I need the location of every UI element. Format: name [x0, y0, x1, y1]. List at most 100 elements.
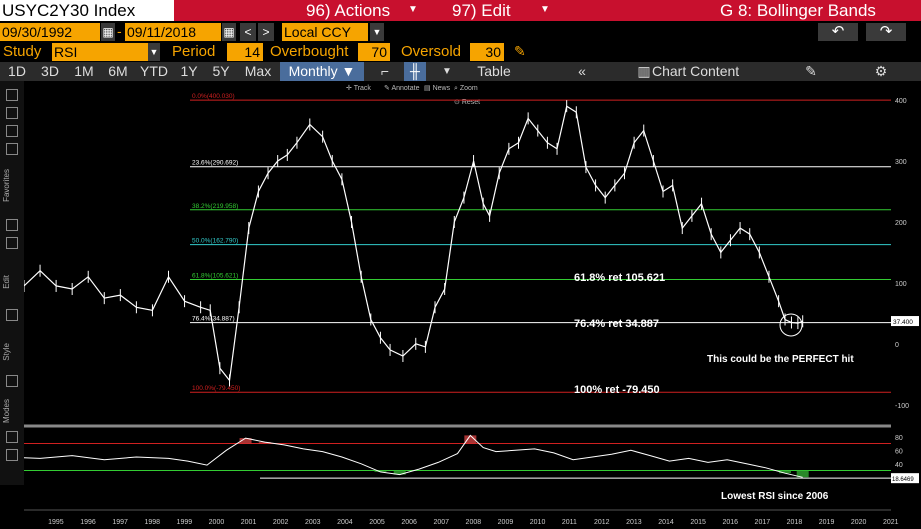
tab-3d[interactable]: 3D [41, 63, 59, 79]
chart-area[interactable]: ✛ Track ✎ Annotate ▤ News ⌕ Zoom ⊙ Reset… [24, 81, 921, 529]
start-date-input[interactable]: 09/30/1992 [0, 23, 100, 41]
retracement-layer: 0.0%(400.030) 23.6%(290.692) 38.2%(219.958… [190, 93, 891, 393]
price-series-line [24, 105, 803, 382]
rsi-oversold-fill [779, 470, 792, 474]
prev-arrow-icon[interactable]: < [240, 23, 256, 41]
eraser-tool-icon[interactable] [6, 309, 18, 321]
redo-icon[interactable]: ↷ [866, 23, 906, 41]
oversold-label: Oversold [401, 43, 462, 60]
rsi-series-line [24, 434, 803, 478]
line-chart-icon[interactable]: ⌐ [380, 63, 390, 79]
track-button[interactable]: ✛ Track [346, 84, 371, 92]
fib-tool-icon[interactable] [6, 143, 18, 155]
x-tick: 2005 [369, 519, 385, 526]
channel-tool-icon[interactable] [6, 237, 18, 249]
chart-type-caret-icon[interactable]: ▼ [442, 66, 452, 77]
calendar-end-icon[interactable]: ▦ [222, 23, 236, 41]
chart-content-icon[interactable]: ▥ [637, 63, 651, 79]
overbought-label: Overbought [270, 43, 349, 60]
price-last-value: 37.400 [893, 319, 913, 326]
chart-content-button[interactable]: Chart Content [652, 63, 740, 79]
retracement-label: 76.4%(34.887) [192, 316, 235, 323]
chart-overlay-controls: ✛ Track ✎ Annotate ▤ News ⌕ Zoom ⊙ Reset [346, 84, 480, 106]
rsi-oversold-fill [393, 470, 406, 475]
rsi-layer [24, 434, 891, 479]
tab-1d[interactable]: 1D [8, 63, 26, 79]
tab-ytd[interactable]: YTD [140, 63, 168, 79]
color-tool-icon[interactable] [6, 375, 18, 387]
study-params-bar: Study RSI ▼ Period 14 Overbought 70 Over… [0, 42, 921, 62]
annotation-618: 61.8% ret 105.621 [574, 272, 665, 284]
x-tick: 2009 [498, 519, 514, 526]
x-tick: 2015 [690, 519, 706, 526]
frequency-select[interactable]: Monthly ▼ [280, 62, 364, 81]
price-y-tick: 100 [895, 281, 907, 288]
style-label: Style [2, 343, 11, 361]
overbought-input[interactable]: 70 [358, 43, 390, 61]
rsi-overbought-fill [258, 442, 271, 444]
x-tick: 2014 [658, 519, 674, 526]
actions-caret-icon[interactable]: ▼ [408, 4, 418, 15]
x-tick: 2004 [337, 519, 353, 526]
rect-tool-icon[interactable] [6, 219, 18, 231]
x-tick: 2003 [305, 519, 321, 526]
news-button[interactable]: ▤ News [424, 85, 451, 92]
mode-b-icon[interactable] [6, 449, 18, 461]
tab-1m[interactable]: 1M [74, 63, 94, 79]
annotation-lowest-rsi: Lowest RSI since 2006 [721, 491, 829, 502]
axis-layer: 400 300 200 100 0 -100 37.400 80 60 40 18.6469 1995… [24, 98, 919, 526]
pencil-icon[interactable]: ✎ [514, 43, 526, 59]
rsi-oversold-fill [796, 470, 809, 478]
annotation-layer: 61.8% ret 105.621 76.4% ret 34.887 This co… [574, 272, 854, 502]
zoom-button[interactable]: ⌕ Zoom [454, 85, 478, 92]
mode-a-icon[interactable] [6, 431, 18, 443]
retracement-label: 38.2%(219.958) [192, 203, 238, 210]
currency-select[interactable]: Local CCY [282, 23, 368, 41]
price-y-tick: 0 [895, 342, 899, 349]
settings-gear-icon[interactable]: ⚙ [874, 63, 888, 79]
x-tick: 2006 [401, 519, 417, 526]
annotate-button[interactable]: ✎ Annotate [384, 85, 420, 92]
currency-caret-icon[interactable]: ▼ [370, 23, 384, 41]
ticker-field[interactable]: USYC2Y30 Index [0, 0, 174, 21]
price-y-tick: 200 [895, 220, 907, 227]
rsi-oversold-fill [374, 470, 387, 472]
x-tick: 2021 [883, 519, 899, 526]
end-date-input[interactable]: 09/11/2018 [125, 23, 221, 41]
bar-chart-icon[interactable]: ╫ [404, 62, 426, 81]
calendar-start-icon[interactable]: ▦ [101, 23, 115, 41]
edit-chart-icon[interactable]: ✎ [805, 63, 817, 79]
collapse-icon[interactable]: « [578, 63, 586, 79]
table-button[interactable]: Table [477, 63, 511, 79]
undo-icon[interactable]: ↶ [818, 23, 858, 41]
oversold-input[interactable]: 30 [470, 43, 504, 61]
study-select[interactable]: RSI [52, 43, 148, 61]
edit-caret-icon[interactable]: ▼ [540, 4, 550, 15]
next-arrow-icon[interactable]: > [258, 23, 274, 41]
text-tool-icon[interactable] [6, 125, 18, 137]
reset-button[interactable]: ⊙ Reset [454, 99, 480, 106]
x-tick: 2010 [530, 519, 546, 526]
actions-menu[interactable]: 96) Actions [306, 1, 391, 20]
left-toolbar-lower [0, 427, 24, 485]
tab-max[interactable]: Max [244, 63, 272, 79]
title-bar: USYC2Y30 Index 96) Actions ▼ 97) Edit ▼ … [0, 0, 921, 21]
tab-6m[interactable]: 6M [108, 63, 128, 79]
price-last-value-box [891, 316, 919, 327]
retracement-label: 100.0%(-79.450) [192, 385, 240, 392]
x-tick: 2001 [241, 519, 257, 526]
price-y-tick: -100 [895, 403, 909, 410]
rsi-y-tick: 40 [895, 462, 903, 469]
study-caret-icon[interactable]: ▼ [148, 43, 160, 61]
line-tool-icon[interactable] [6, 107, 18, 119]
rsi-y-tick: 80 [895, 435, 903, 442]
annotation-764: 76.4% ret 34.887 [574, 318, 659, 330]
tab-1y[interactable]: 1Y [180, 63, 198, 79]
edit-menu[interactable]: 97) Edit [452, 1, 511, 20]
period-input[interactable]: 14 [227, 43, 263, 61]
date-separator: - [117, 23, 122, 39]
chart-toolbar: 1D 3D 1M 6M YTD 1Y 5Y Max Monthly ▼ ⌐ ╫ … [0, 62, 921, 81]
x-tick: 2011 [562, 519, 577, 526]
tab-5y[interactable]: 5Y [212, 63, 230, 79]
cursor-tool-icon[interactable] [6, 89, 18, 101]
